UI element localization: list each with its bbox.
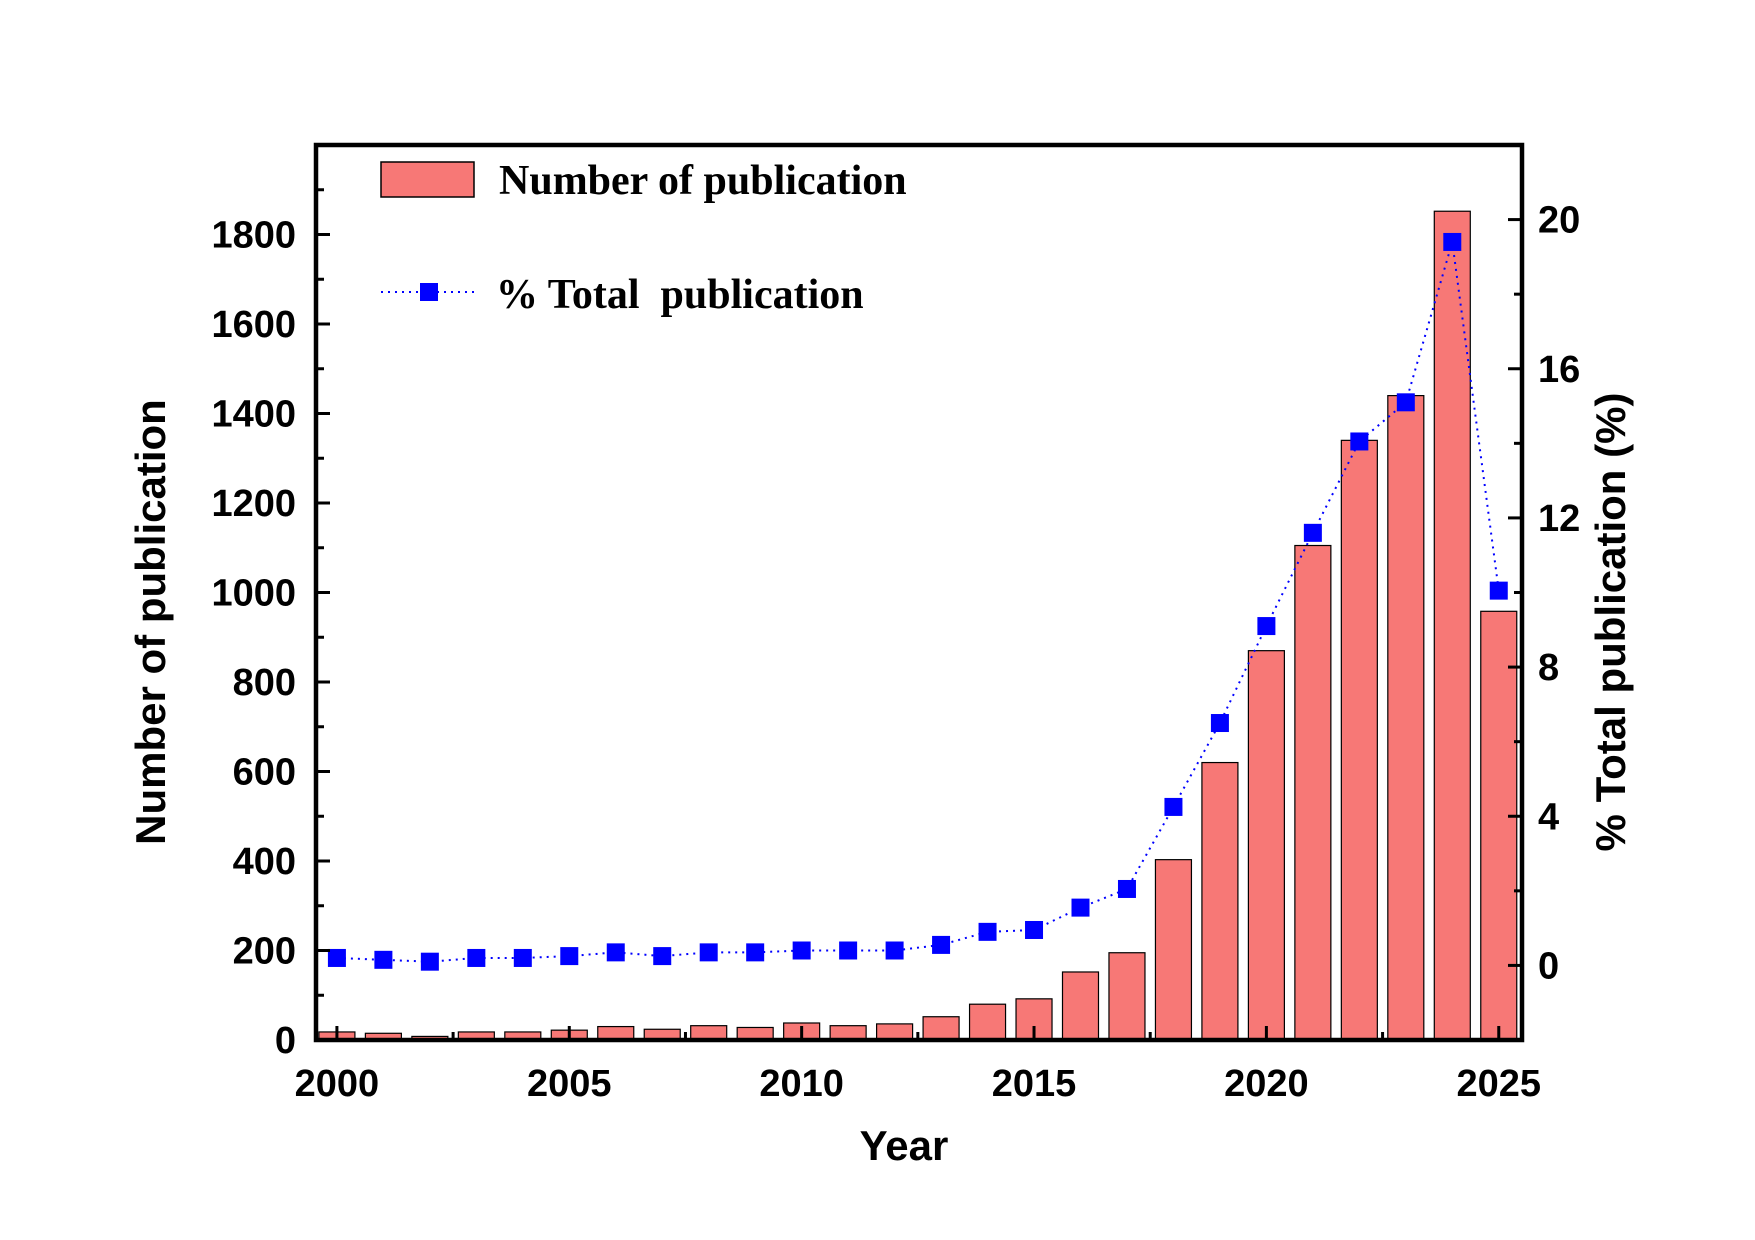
bar-2013	[922, 1016, 960, 1041]
y-tick-label-600: 600	[233, 752, 296, 794]
bar-2014	[968, 1003, 1007, 1041]
percent-point-2022	[1350, 432, 1369, 451]
percent-point-2014	[978, 922, 997, 941]
bar-2020	[1247, 650, 1285, 1041]
bar-series	[318, 210, 1518, 1041]
legend-bar-swatch	[380, 161, 475, 198]
percent-point-2000	[327, 948, 346, 967]
bar-2025	[1480, 610, 1518, 1041]
percent-point-2008	[699, 943, 718, 962]
percent-point-2002	[420, 952, 439, 971]
y2-tick-label-20: 20	[1538, 200, 1580, 242]
percent-point-2017	[1117, 879, 1136, 898]
y2-tick-label-8: 8	[1538, 647, 1559, 689]
percent-point-2003	[467, 948, 486, 967]
percent-point-2004	[513, 948, 532, 967]
x-tick-label-2015: 2015	[992, 1063, 1077, 1105]
x-tick-label-2000: 2000	[295, 1063, 380, 1105]
y2-tick-label-12: 12	[1538, 498, 1580, 540]
y-tick-label-1400: 1400	[211, 394, 296, 436]
percent-point-2013	[932, 935, 951, 954]
y2-tick-label-0: 0	[1538, 945, 1559, 987]
percent-point-2020	[1257, 617, 1276, 636]
x-axis-title: Year	[860, 1122, 949, 1169]
percent-point-2024	[1443, 232, 1462, 251]
percent-series	[327, 232, 1508, 971]
percent-point-2009	[746, 943, 765, 962]
percent-point-2021	[1303, 523, 1322, 542]
legend-label-count: Number of publication	[499, 158, 907, 204]
percent-point-2016	[1071, 898, 1090, 917]
bar-2019	[1201, 761, 1239, 1041]
y-tick-label-800: 800	[233, 662, 296, 704]
legend: Number of publication % Total publicatio…	[380, 158, 907, 318]
y-tick-label-1000: 1000	[211, 573, 296, 615]
x-tick-label-2010: 2010	[759, 1063, 844, 1105]
legend-square-marker	[420, 283, 438, 301]
percent-point-2005	[560, 947, 579, 966]
legend-label-percent: % Total publication	[496, 272, 864, 318]
x-tick-label-2020: 2020	[1224, 1063, 1309, 1105]
y-tick-label-0: 0	[275, 1020, 296, 1062]
y2-tick-label-16: 16	[1538, 349, 1580, 391]
bar-2016	[1061, 971, 1100, 1041]
bar-2021	[1294, 544, 1332, 1041]
y2-tick-label-4: 4	[1538, 796, 1559, 838]
y2-axis-title: % Total publication (%)	[1587, 393, 1634, 852]
y-tick-label-200: 200	[233, 931, 296, 973]
x-tick-label-2005: 2005	[527, 1063, 612, 1105]
y-tick-label-1800: 1800	[211, 215, 296, 257]
percent-point-2001	[374, 950, 393, 969]
y-tick-label-1200: 1200	[211, 483, 296, 525]
bar-2018	[1154, 859, 1193, 1041]
percent-line	[336, 241, 1500, 963]
bar-2023	[1387, 395, 1425, 1041]
y-tick-label-400: 400	[233, 841, 296, 883]
axis-ticks: 0 200 400 600 800 1000 1200 1400 1600 1800 0 4 8 12 16…	[211, 143, 1580, 1105]
percent-point-2011	[839, 941, 858, 960]
percent-point-2018	[1164, 797, 1183, 816]
percent-point-2015	[1025, 920, 1044, 939]
percent-point-2023	[1396, 393, 1415, 412]
bar-2024	[1433, 210, 1471, 1041]
bar-2012	[876, 1023, 914, 1041]
bar-2017	[1108, 952, 1146, 1041]
percent-point-2025	[1489, 581, 1508, 600]
percent-point-2010	[792, 941, 811, 960]
y-axis-title: Number of publication	[127, 399, 174, 845]
percent-point-2019	[1210, 714, 1229, 733]
y-tick-label-1600: 1600	[211, 304, 296, 346]
percent-point-2007	[653, 947, 672, 966]
percent-point-2006	[606, 943, 625, 962]
x-tick-label-2025: 2025	[1456, 1063, 1541, 1105]
percent-point-2012	[885, 941, 904, 960]
bar-2022	[1340, 439, 1378, 1041]
